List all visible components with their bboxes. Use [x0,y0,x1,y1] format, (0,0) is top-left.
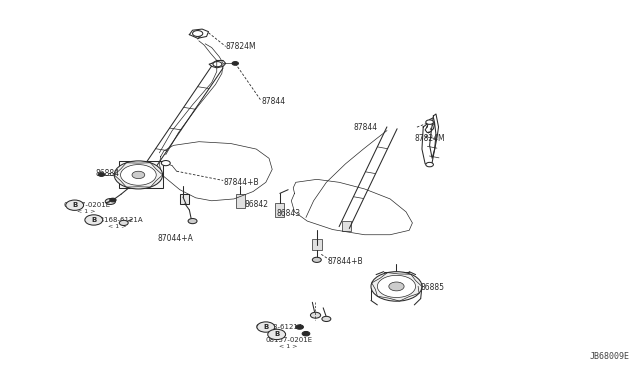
Circle shape [371,272,422,301]
Circle shape [378,275,415,298]
Circle shape [105,199,115,205]
Circle shape [426,162,433,167]
Text: B: B [91,217,97,223]
Text: 86842: 86842 [245,200,269,209]
Text: 87844: 87844 [353,123,377,132]
Text: 86885: 86885 [420,283,445,292]
Text: 08168-6121A: 08168-6121A [96,217,143,223]
Text: 08157-0201E: 08157-0201E [64,202,111,208]
Circle shape [193,31,203,36]
Circle shape [119,220,128,225]
Circle shape [99,173,104,176]
Circle shape [268,329,285,340]
Circle shape [312,257,321,262]
Bar [312,239,322,250]
Circle shape [120,164,156,185]
Text: B: B [274,331,279,337]
Text: 86884: 86884 [96,169,120,177]
Circle shape [114,161,163,189]
Text: JB68009E: JB68009E [589,352,629,361]
Text: B: B [72,202,77,208]
Text: 87844: 87844 [261,97,285,106]
Bar [180,195,189,204]
Text: B: B [263,324,268,330]
Text: 86843: 86843 [276,209,301,218]
Circle shape [109,198,116,202]
Text: < 1 >: < 1 > [268,331,286,336]
Text: 08168-6121A: 08168-6121A [255,324,303,330]
Text: < 1 >: < 1 > [108,224,127,229]
Circle shape [161,161,170,166]
Text: 87044+A: 87044+A [157,234,193,243]
Circle shape [66,200,84,211]
Bar [119,161,163,188]
Circle shape [389,282,404,291]
Text: 87844+B: 87844+B [223,178,259,187]
Text: 87824M: 87824M [414,134,445,143]
Text: < 1 >: < 1 > [278,344,297,349]
Text: 87824M: 87824M [226,42,256,51]
Text: 87844+B: 87844+B [328,257,364,266]
Circle shape [85,215,102,225]
Bar [275,203,284,217]
Text: < 1 >: < 1 > [77,209,95,214]
Circle shape [426,120,433,124]
Circle shape [302,331,310,336]
Circle shape [257,322,275,332]
Circle shape [132,171,145,179]
Circle shape [310,312,321,318]
Bar [342,221,351,231]
Circle shape [232,62,239,65]
Circle shape [322,316,331,321]
Circle shape [188,218,197,224]
Circle shape [296,325,303,329]
Circle shape [213,62,222,67]
Bar [236,194,245,208]
Text: 08157-0201E: 08157-0201E [266,337,313,343]
